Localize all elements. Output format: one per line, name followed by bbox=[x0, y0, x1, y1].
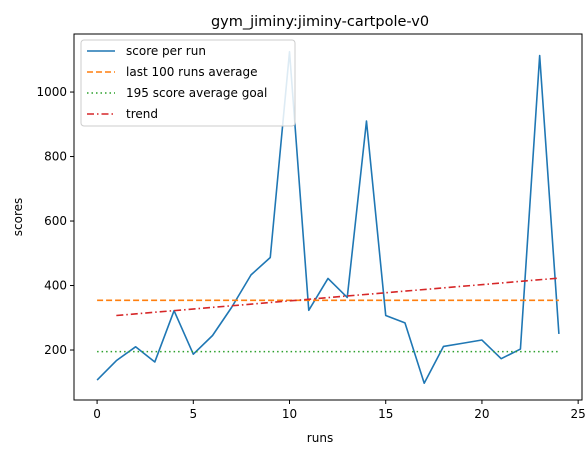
chart-title: gym_jiminy:jiminy-cartpole-v0 bbox=[211, 14, 429, 30]
x-tick-label: 0 bbox=[93, 407, 101, 421]
y-tick-label: 600 bbox=[44, 214, 67, 228]
legend-label-3: 195 score average goal bbox=[126, 86, 267, 100]
legend-label-2: last 100 runs average bbox=[126, 65, 258, 79]
y-tick-label: 800 bbox=[44, 150, 67, 164]
series-lines bbox=[96, 50, 560, 385]
x-tick-label: 20 bbox=[474, 407, 489, 421]
legend: score per run last 100 runs average 195 sc… bbox=[80, 39, 296, 127]
y-axis-label: scores bbox=[11, 198, 25, 237]
y-tick-label: 400 bbox=[44, 279, 67, 293]
legend-box bbox=[80, 39, 296, 127]
x-tick-label: 25 bbox=[571, 407, 585, 421]
x-axis-ticks: 0 5 10 15 20 25 bbox=[93, 400, 585, 421]
x-tick-label: 15 bbox=[378, 407, 393, 421]
x-axis-label: runs bbox=[307, 431, 333, 445]
series-line-1 bbox=[96, 50, 560, 385]
x-tick-label: 10 bbox=[282, 407, 297, 421]
x-tick-label: 5 bbox=[189, 407, 197, 421]
legend-label-1: score per run bbox=[126, 44, 206, 58]
plot-frame bbox=[73, 33, 583, 401]
y-tick-label: 200 bbox=[44, 343, 67, 357]
legend-label-4: trend bbox=[126, 107, 158, 121]
y-tick-label: 1000 bbox=[36, 85, 67, 99]
y-axis-ticks: 200 400 600 800 1000 bbox=[36, 85, 74, 357]
series-line-4 bbox=[116, 277, 559, 317]
